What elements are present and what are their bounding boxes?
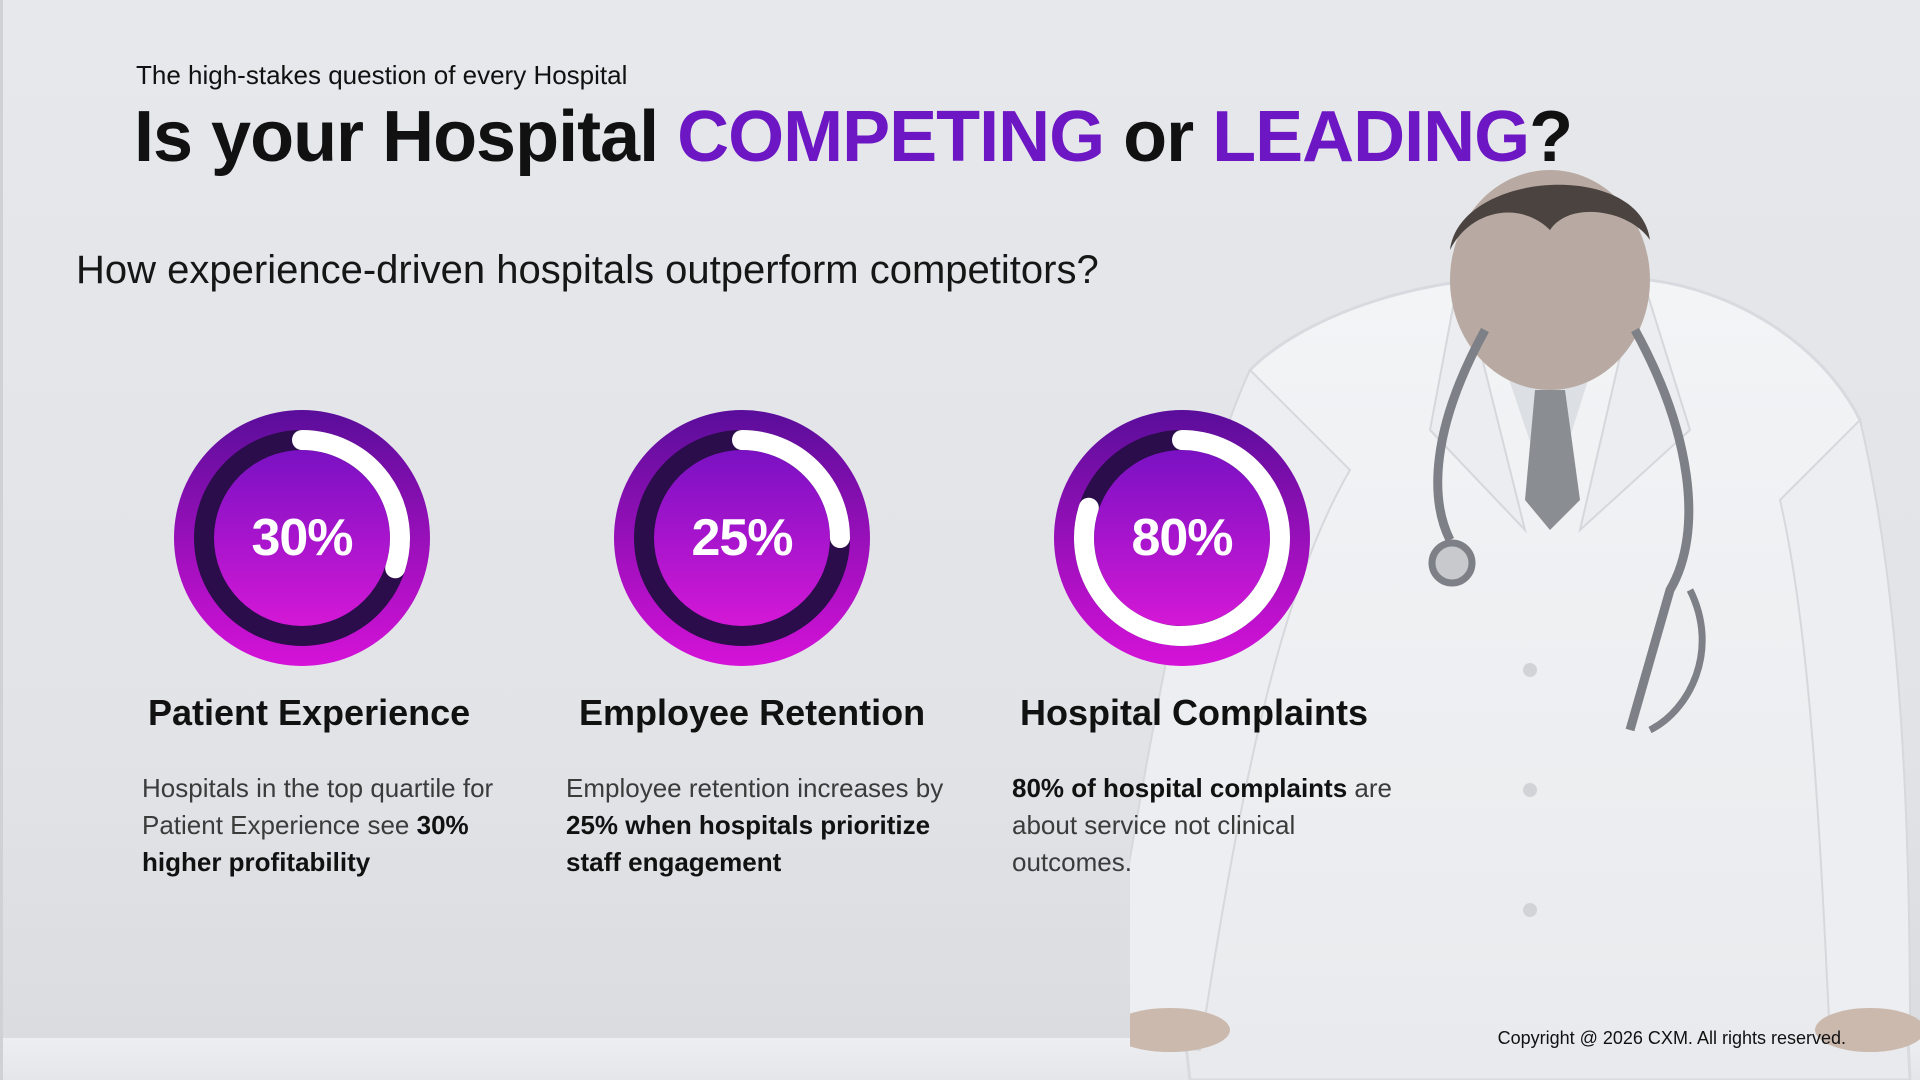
stat-percent-label: 25% <box>691 509 793 567</box>
stat-desc-plain: Employee retention increases by <box>566 773 944 803</box>
stat-title-employee-retention: Employee Retention <box>579 692 926 733</box>
stat-title-patient-experience: Patient Experience <box>148 692 471 733</box>
stat-description-employee-retention: Employee retention increases by 25% when… <box>566 770 966 881</box>
stat-desc-bold: 30% higher profitability <box>142 810 469 877</box>
page-title: Is your Hospital COMPETING or LEADING? <box>134 96 1573 178</box>
stat-desc-bold: 80% of hospital complaints <box>1012 773 1348 803</box>
stat-title-hospital-complaints: Hospital Complaints <box>1020 692 1369 733</box>
copyright-notice: Copyright @ 2026 CXM. All rights reserve… <box>1497 1028 1846 1048</box>
stat-description-hospital-complaints: 80% of hospital complaints are about ser… <box>1012 770 1412 881</box>
subheading: How experience-driven hospitals outperfo… <box>76 248 1099 292</box>
stat-desc-bold: 25% when hospitals prioritize staff enga… <box>566 810 931 877</box>
title-accent-leading: LEADING <box>1212 97 1530 177</box>
progress-arc <box>292 430 410 579</box>
title-accent-competing: COMPETING <box>677 97 1105 177</box>
stat-percent-label: 80% <box>1131 509 1233 567</box>
progress-arc <box>732 430 850 548</box>
eyebrow-text: The high-stakes question of every Hospit… <box>136 60 628 90</box>
title-question-mark: ? <box>1529 97 1573 177</box>
ring-graphic <box>174 410 430 666</box>
ring-graphic <box>1054 410 1310 666</box>
title-part-2: or <box>1123 97 1194 177</box>
left-edge-divider <box>0 0 3 1080</box>
stat-percent-label: 30% <box>251 509 353 567</box>
ring-graphic <box>614 410 870 666</box>
progress-arc <box>1074 430 1290 646</box>
stat-ring-hospital-complaints: 80% <box>1052 408 1312 668</box>
title-part-1: Is your Hospital <box>134 97 659 177</box>
stat-description-patient-experience: Hospitals in the top quartile for Patien… <box>142 770 522 881</box>
stat-ring-patient-experience: 30% <box>172 408 432 668</box>
stat-desc-after: are about service not clinical outcomes. <box>1012 773 1392 877</box>
doctor-background-image <box>1130 170 1920 1080</box>
stat-desc-plain: Hospitals in the top quartile for Patien… <box>142 773 494 840</box>
stat-ring-employee-retention: 25% <box>612 408 872 668</box>
